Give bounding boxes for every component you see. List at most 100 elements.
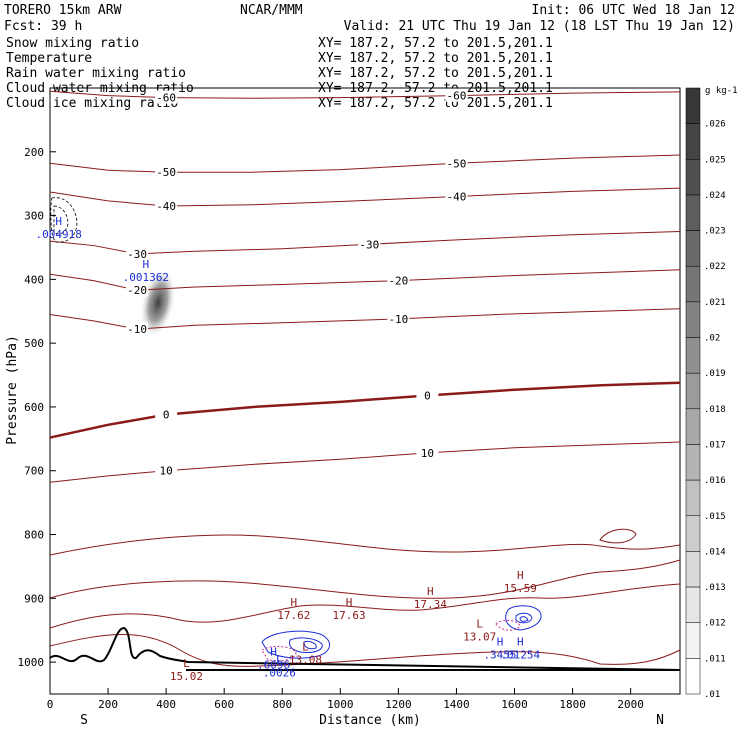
colorbar-box	[685, 479, 701, 517]
y-axis-label: Pressure (hPa)	[5, 335, 20, 445]
temperature-contour	[49, 90, 681, 99]
x-tick-label: 800	[272, 698, 292, 711]
contour-label-bg	[416, 388, 439, 402]
extremum-type: H	[517, 569, 524, 582]
x-tick-label: 2000	[617, 698, 644, 711]
colorbar-label: .02	[704, 334, 720, 344]
colorbar-box	[685, 194, 701, 231]
colorbar-unit: g kg-1	[705, 86, 738, 96]
contour-label: -50	[447, 157, 467, 170]
contour-label-bg	[126, 283, 149, 297]
colorbar-label: .017	[704, 440, 726, 450]
contour-label: -30	[359, 238, 379, 251]
extremum-value: 17.62	[277, 609, 310, 622]
colorbar-label: .013	[704, 583, 726, 593]
contour-label: -20	[388, 275, 408, 288]
legend-xy-1: XY= 187.2, 57.2 to 201.5,201.1	[318, 51, 553, 66]
extremum-value: .004918	[36, 228, 82, 241]
extremum-type: H	[270, 646, 277, 659]
contour-label: 0	[163, 409, 170, 422]
extremum-value: .0026	[263, 666, 296, 679]
colorbar-box	[685, 622, 701, 659]
colorbar-box	[685, 372, 701, 410]
extremum-value: .6096	[257, 659, 290, 672]
contour-label-bg	[155, 165, 178, 179]
terrain	[49, 626, 681, 671]
extremum-type: L	[183, 657, 190, 670]
colorbar-label: .024	[704, 191, 726, 201]
colorbar-box	[685, 265, 701, 303]
extremum-type: L	[476, 618, 483, 631]
colorbar: g kg-1 .026 .025 .024 .023 .022 .021 .02 .019 .0…	[685, 86, 738, 700]
contour-label-bg	[387, 273, 410, 287]
contour-label-bg	[445, 156, 468, 170]
extremum-value: 17.63	[332, 609, 365, 622]
y-tick-label: 1000	[18, 656, 45, 669]
contour-label-bg	[155, 463, 178, 477]
colorbar-box	[685, 123, 701, 160]
colorbar-label: .023	[704, 227, 726, 237]
contour-label: -50	[156, 166, 176, 179]
contour-label: -20	[127, 284, 147, 297]
extremum-type: L	[276, 653, 283, 666]
colorbar-label: .019	[704, 369, 726, 379]
temperature-contour	[49, 154, 681, 173]
header-fcst: Fcst: 39 h	[4, 19, 82, 34]
contour-label-bg	[445, 88, 468, 102]
colorbar-box	[685, 87, 701, 124]
colorbar-label: .012	[704, 619, 726, 629]
legend-xy-2: XY= 187.2, 57.2 to 201.5,201.1	[318, 66, 553, 81]
contour-label-bg	[358, 237, 381, 251]
legend-label-1: Temperature	[6, 51, 92, 66]
temperature-contour	[49, 231, 681, 255]
colorbar-label: .018	[704, 405, 726, 415]
extremum-type: L	[302, 641, 309, 654]
colorbar-box	[685, 337, 701, 374]
y-tick-label: 200	[24, 146, 44, 159]
temperature-contour	[49, 187, 681, 207]
legend-xy-4: XY= 187.2, 57.2 to 201.5,201.1	[318, 96, 553, 111]
cloud-water-contours	[261, 605, 542, 659]
contour-label-bg	[155, 407, 178, 421]
contour-label-bg	[387, 311, 410, 325]
extremum-type: H	[497, 636, 504, 649]
contour-20	[49, 634, 681, 667]
extremum-type: H	[517, 636, 524, 649]
contour-label: -60	[447, 90, 467, 103]
y-tick-label: 500	[24, 337, 44, 350]
x-tick-label: 1600	[501, 698, 528, 711]
x-tick-label: 1200	[385, 698, 412, 711]
extremum-type: H	[427, 585, 434, 598]
snow-contours	[50, 197, 78, 243]
header-init: Init: 06 UTC Wed 18 Jan 12	[532, 3, 736, 18]
y-tick-label: 900	[24, 592, 44, 605]
extremum-value: 13.08	[289, 654, 322, 667]
extremum-value: 17.34	[414, 598, 447, 611]
header-valid: Valid: 21 UTC Thu 19 Jan 12 (18 LST Thu …	[344, 19, 735, 34]
x-axis-label: Distance (km)	[319, 713, 421, 728]
contour-label-bg	[445, 189, 468, 203]
contour-label-bg	[126, 322, 149, 336]
colorbar-label: .011	[704, 654, 726, 664]
y-axis: 200 300 400 500 600 700 800 900 1000	[18, 146, 56, 669]
colorbar-box	[685, 444, 701, 481]
colorbar-box	[685, 230, 701, 267]
colorbar-label: .016	[704, 476, 726, 486]
extremum-type: H	[291, 596, 298, 609]
legend-label-4: Cloud ice mixing ratio	[6, 96, 178, 111]
x-tick-label: 1800	[559, 698, 586, 711]
contour-label: -30	[127, 248, 147, 261]
plot-frame	[49, 87, 681, 695]
x-tick-label: 400	[156, 698, 176, 711]
temperature-contour	[49, 381, 681, 439]
axis-north-label: N	[656, 713, 664, 728]
y-tick-label: 700	[24, 465, 44, 478]
x-tick-label: 1000	[327, 698, 354, 711]
extremum-value: .01254	[500, 649, 540, 662]
header-org: NCAR/MMM	[240, 3, 303, 18]
contour-label: -60	[156, 92, 176, 105]
extremum-value: .001362	[123, 271, 169, 284]
colorbar-label: .021	[704, 298, 726, 308]
extremum-type: H	[55, 215, 62, 228]
contour-boundary-layer-3	[49, 583, 681, 629]
